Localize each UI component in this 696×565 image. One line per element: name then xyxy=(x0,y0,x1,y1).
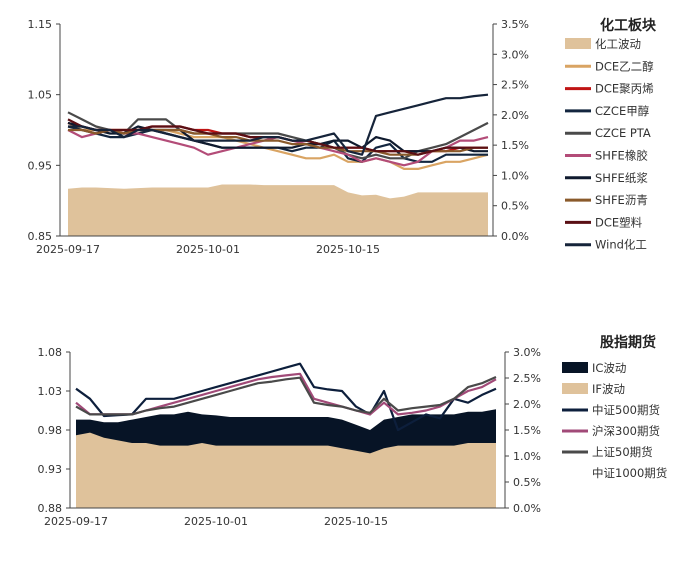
legend-swatch xyxy=(562,362,588,373)
legend-label: IF波动 xyxy=(592,382,625,396)
left-tick-label: 0.88 xyxy=(38,502,63,515)
x-tick-label: 2025-09-17 xyxy=(36,243,100,256)
legend-swatch xyxy=(562,383,588,394)
legend-label: SHFE纸浆 xyxy=(595,171,648,185)
chart-2-area-layer xyxy=(76,409,496,508)
legend-label: 上证50期货 xyxy=(592,445,653,459)
area-化工波动 xyxy=(68,184,488,236)
series-line-中证500期货 xyxy=(75,362,497,432)
left-tick-label: 1.05 xyxy=(28,89,53,102)
right-tick-label: 0.5% xyxy=(501,200,529,213)
chart-1-ticks: 0.85 0.95 1.05 1.15 0.0% 0.5% 1.0% 1.5% 2.0% 2.5%… xyxy=(28,18,529,256)
legend-label: SHFE沥青 xyxy=(595,193,648,207)
legend-label: SHFE橡胶 xyxy=(595,149,648,163)
legend-label: 中证500期货 xyxy=(592,403,660,417)
x-tick-label: 2025-09-17 xyxy=(44,515,108,528)
chart-1-legend: 化工波动 DCE乙二醇 DCE聚丙烯 CZCE甲醇 CZCE PTA SHFE橡胶 SHFE… xyxy=(565,37,654,252)
chart-2-ticks: 0.88 0.93 0.98 1.03 1.08 0.0% 0.5% 1.0% 1.5% 2.0%… xyxy=(38,346,541,528)
chart-1-title: 化工板块 xyxy=(600,17,657,34)
right-tick-label: 2.5% xyxy=(501,79,529,92)
left-tick-label: 1.08 xyxy=(38,346,63,359)
right-tick-label: 2.0% xyxy=(513,398,541,411)
chart-2-lines-layer xyxy=(75,362,497,432)
legend-label: DCE乙二醇 xyxy=(595,59,654,73)
chart-1: 0.85 0.95 1.05 1.15 0.0% 0.5% 1.0% 1.5% 2.0% 2.5%… xyxy=(28,17,657,256)
legend-label: IC波动 xyxy=(592,361,626,375)
left-tick-label: 1.15 xyxy=(28,18,53,31)
legend-label: Wind化工 xyxy=(595,238,647,252)
right-tick-label: 1.0% xyxy=(501,169,529,182)
x-tick-label: 2025-10-15 xyxy=(324,515,388,528)
x-tick-label: 2025-10-01 xyxy=(184,515,248,528)
left-tick-label: 0.93 xyxy=(38,463,63,476)
right-tick-label: 1.5% xyxy=(501,139,529,152)
series-line-Wind化工 xyxy=(68,93,489,156)
series-line-上证50期货 xyxy=(75,375,497,416)
right-tick-label: 3.0% xyxy=(501,48,529,61)
right-tick-label: 3.5% xyxy=(501,18,529,31)
chart-2-title: 股指期货 xyxy=(600,334,656,351)
x-tick-label: 2025-10-15 xyxy=(316,243,380,256)
legend-swatch xyxy=(565,38,591,49)
left-tick-label: 0.95 xyxy=(28,159,53,172)
legend-label: DCE塑料 xyxy=(595,215,643,229)
right-tick-label: 3.0% xyxy=(513,346,541,359)
chart-2: 0.88 0.93 0.98 1.03 1.08 0.0% 0.5% 1.0% 1.5% 2.0%… xyxy=(38,334,668,528)
right-tick-label: 0.0% xyxy=(513,502,541,515)
legend-label: DCE聚丙烯 xyxy=(595,82,654,96)
legend-label: 中证1000期货 xyxy=(592,466,667,480)
x-tick-label: 2025-10-01 xyxy=(176,243,240,256)
right-tick-label: 2.0% xyxy=(501,109,529,122)
left-tick-label: 0.98 xyxy=(38,424,63,437)
right-tick-label: 2.5% xyxy=(513,372,541,385)
legend-label: 化工波动 xyxy=(595,37,641,51)
right-tick-label: 1.0% xyxy=(513,450,541,463)
left-tick-label: 0.85 xyxy=(28,230,53,243)
legend-label: 沪深300期货 xyxy=(592,424,660,438)
area-IF波动 xyxy=(76,432,496,508)
left-tick-label: 1.03 xyxy=(38,385,63,398)
right-tick-label: 1.5% xyxy=(513,424,541,437)
legend-label: CZCE PTA xyxy=(595,126,651,140)
legend-label: CZCE甲醇 xyxy=(595,104,650,118)
right-tick-label: 0.5% xyxy=(513,476,541,489)
chart-1-lines-layer xyxy=(67,93,489,170)
series-line-SHFE纸浆 xyxy=(67,121,488,153)
right-tick-label: 0.0% xyxy=(501,230,529,243)
chart-1-area-layer xyxy=(68,184,488,236)
